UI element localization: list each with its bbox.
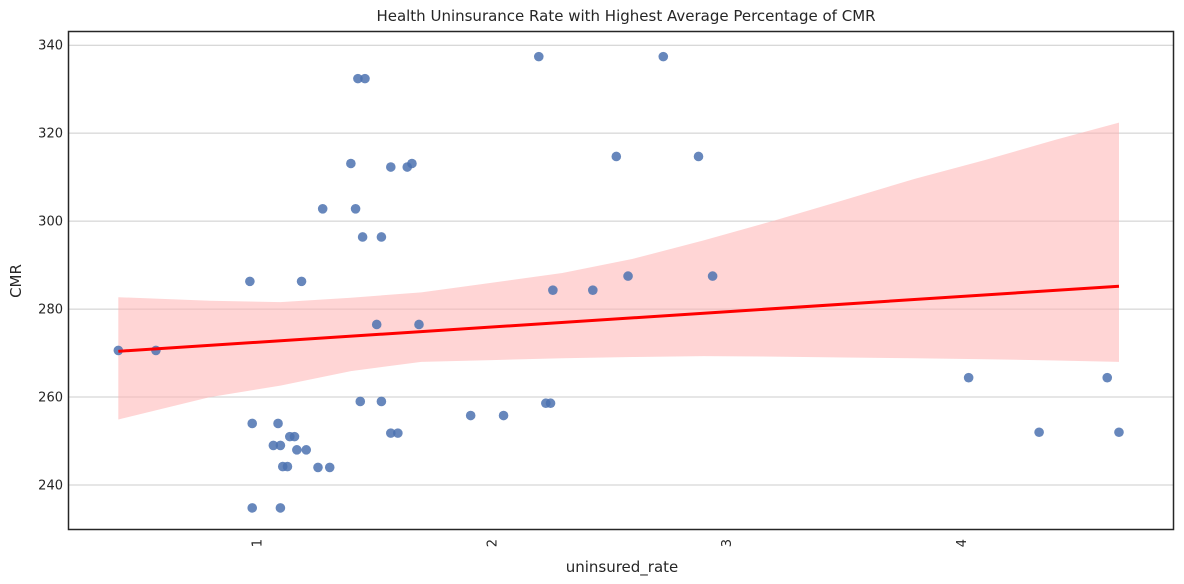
data-point-34 <box>465 410 476 421</box>
data-point-10 <box>282 461 293 472</box>
data-point-12 <box>289 431 300 442</box>
data-point-43 <box>658 51 669 62</box>
data-point-4 <box>247 503 258 513</box>
data-point-15 <box>301 445 312 455</box>
data-point-25 <box>371 319 382 330</box>
x-tick-label-1: 1 <box>250 539 265 547</box>
x-axis-label: uninsured_rate <box>566 558 679 577</box>
data-point-48 <box>1102 372 1113 383</box>
data-point-2 <box>245 276 255 287</box>
data-point-29 <box>386 428 396 438</box>
data-point-32 <box>407 158 417 169</box>
y-axis-label: CMR <box>7 264 25 298</box>
data-point-23 <box>357 232 368 242</box>
y-tick-label-280: 280 <box>38 303 63 318</box>
y-axis-ticks: 240 260 280 300 320 340 <box>38 39 63 494</box>
data-point-6 <box>273 418 283 429</box>
data-point-26 <box>376 232 387 242</box>
data-point-38 <box>545 398 556 409</box>
data-point-24 <box>360 73 370 84</box>
data-point-35 <box>498 410 509 421</box>
data-point-40 <box>588 285 598 295</box>
data-point-36 <box>533 51 544 62</box>
data-point-21 <box>353 73 363 84</box>
x-tick-label-2: 2 <box>485 539 500 547</box>
data-point-7 <box>275 440 286 451</box>
data-point-28 <box>386 162 396 172</box>
data-point-3 <box>247 418 258 429</box>
data-point-14 <box>296 276 307 287</box>
regression-line <box>118 284 1120 353</box>
data-point-22 <box>355 396 366 407</box>
data-point-39 <box>548 285 558 295</box>
data-point-17 <box>317 204 328 214</box>
y-tick-label-320: 320 <box>38 127 63 142</box>
data-point-46 <box>963 372 974 383</box>
data-point-13 <box>292 445 302 455</box>
data-points <box>113 51 1124 513</box>
data-point-5 <box>268 440 279 451</box>
data-point-49 <box>1114 427 1124 438</box>
data-point-18 <box>324 462 335 473</box>
data-point-42 <box>623 271 633 281</box>
data-point-41 <box>611 151 622 162</box>
y-tick-label-240: 240 <box>38 479 63 494</box>
regression-line-group <box>118 284 1120 353</box>
data-point-20 <box>350 204 361 214</box>
data-point-16 <box>313 462 323 473</box>
chart-title: Health Uninsurance Rate with Highest Ave… <box>376 7 875 25</box>
plot-frame <box>67 30 1175 531</box>
data-point-19 <box>346 158 356 169</box>
y-tick-label-260: 260 <box>38 391 63 406</box>
data-point-45 <box>707 271 718 281</box>
confidence-band <box>118 122 1120 420</box>
x-tick-label-4: 4 <box>955 539 970 547</box>
data-point-44 <box>693 151 704 162</box>
data-point-8 <box>275 503 286 513</box>
data-point-47 <box>1034 427 1044 438</box>
confidence-band-area <box>118 122 1120 420</box>
data-point-33 <box>414 319 424 330</box>
x-axis-ticks: 1 2 3 4 <box>250 539 970 547</box>
y-tick-label-340: 340 <box>38 39 63 54</box>
x-tick-label-3: 3 <box>720 539 735 547</box>
y-tick-label-300: 300 <box>38 215 63 230</box>
data-point-30 <box>393 428 403 438</box>
data-point-27 <box>376 396 387 407</box>
